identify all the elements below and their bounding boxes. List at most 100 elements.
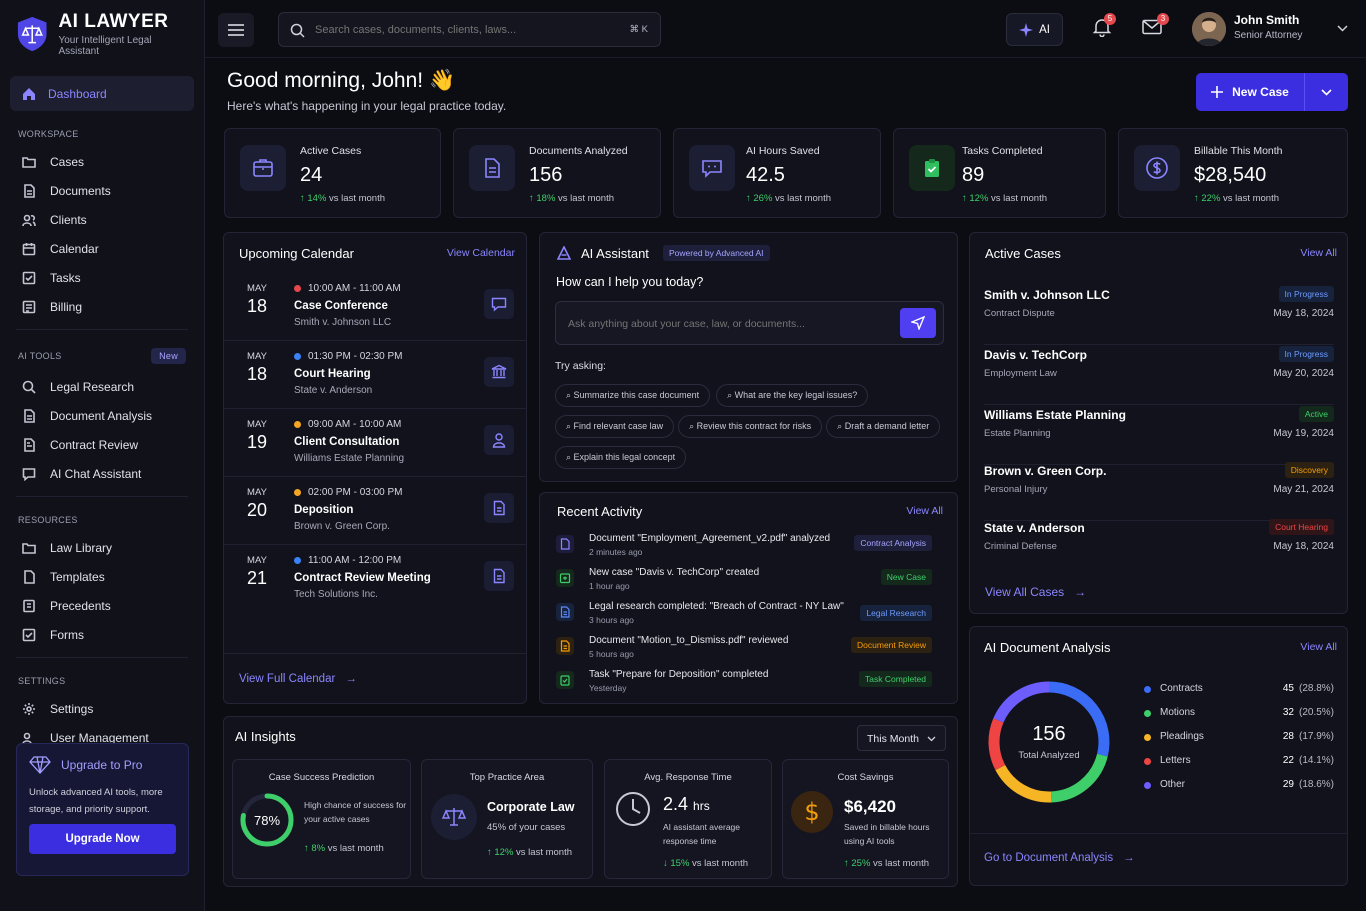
document-icon[interactable] bbox=[484, 561, 514, 591]
period-select-value: This Month bbox=[867, 733, 919, 745]
calendar-event[interactable]: MAY 18 01:30 PM - 02:30 PM Court Hearing St… bbox=[224, 341, 526, 409]
nav-forms[interactable]: Forms bbox=[10, 620, 194, 649]
avatar bbox=[1192, 12, 1226, 46]
stat-card-ai-hours[interactable]: AI Hours Saved 42.5 ↑ 26% vs last month bbox=[673, 128, 881, 218]
person-icon[interactable] bbox=[484, 425, 514, 455]
activity-view-all-link[interactable]: View All bbox=[906, 505, 943, 517]
nav-label: Documents bbox=[50, 183, 111, 198]
nav-user-management[interactable]: User Management bbox=[10, 723, 194, 752]
activity-item[interactable]: Legal research completed: "Breach of Con… bbox=[556, 599, 942, 633]
delta-suffix: vs last month bbox=[775, 193, 832, 204]
stat-card-billable[interactable]: Billable This Month $28,540 ↑ 22% vs las… bbox=[1118, 128, 1348, 218]
calendar-footer-divider bbox=[224, 653, 526, 654]
calendar-event[interactable]: MAY 18 10:00 AM - 11:00 AM Case Conference… bbox=[224, 273, 526, 341]
suggestion-chip[interactable]: ⌕ Review this contract for risks bbox=[678, 415, 823, 438]
nav-billing[interactable]: Billing bbox=[10, 292, 194, 321]
send-button[interactable] bbox=[900, 308, 936, 338]
activity-item[interactable]: Task "Prepare for Deposition" completed Y… bbox=[556, 667, 942, 701]
case-item[interactable]: Smith v. Johnson LLC Contract Dispute In P… bbox=[984, 286, 1334, 345]
delta-value: 12% bbox=[494, 847, 514, 858]
up-arrow-icon: ↑ bbox=[304, 843, 312, 854]
menu-button[interactable] bbox=[218, 13, 254, 47]
activity-item[interactable]: New case "Davis v. TechCorp" created 1 ho… bbox=[556, 565, 942, 599]
doc-view-all-link[interactable]: View All bbox=[1300, 641, 1337, 653]
nav-calendar[interactable]: Calendar bbox=[10, 234, 194, 263]
insight-delta: ↑ 25% vs last month bbox=[844, 858, 929, 869]
nav-contract-review[interactable]: Contract Review bbox=[10, 430, 194, 459]
delta-suffix: vs last month bbox=[991, 193, 1048, 204]
messages-button[interactable]: 3 bbox=[1142, 13, 1169, 39]
dollar-icon: $ bbox=[791, 791, 833, 833]
go-to-document-analysis-link[interactable]: Go to Document Analysis → bbox=[984, 852, 1135, 864]
search-bar[interactable]: ⌘ K bbox=[278, 12, 661, 47]
suggestion-chip[interactable]: ⌕ Explain this legal concept bbox=[555, 446, 687, 469]
case-item[interactable]: Brown v. Green Corp. Personal Injury Disco… bbox=[984, 462, 1334, 521]
case-item[interactable]: Davis v. TechCorp Employment Law In Progre… bbox=[984, 346, 1334, 405]
donut-total: 156 bbox=[1032, 723, 1066, 745]
stat-card-active-cases[interactable]: Active Cases 24 ↑ 14% vs last month bbox=[224, 128, 441, 218]
calendar-event[interactable]: MAY 21 11:00 AM - 12:00 PM Contract Review… bbox=[224, 545, 526, 613]
new-case-dropdown[interactable] bbox=[1304, 73, 1348, 111]
nav-precedents[interactable]: Precedents bbox=[10, 591, 194, 620]
brand[interactable]: AI LAWYER Your Intelligent Legal Assistan… bbox=[10, 11, 194, 57]
user-menu[interactable]: John Smith Senior Attorney bbox=[1192, 11, 1352, 47]
nav-label: Calendar bbox=[50, 241, 99, 256]
case-item[interactable]: State v. Anderson Criminal Defense Court H… bbox=[984, 519, 1334, 578]
legend-item: Other 29 (18.6%) bbox=[1144, 779, 1334, 795]
nav-cases[interactable]: Cases bbox=[10, 147, 194, 176]
assistant-input-box[interactable] bbox=[555, 301, 944, 345]
upgrade-now-button[interactable]: Upgrade Now bbox=[29, 824, 176, 854]
legend-dot bbox=[1144, 686, 1151, 693]
stat-card-documents[interactable]: Documents Analyzed 156 ↑ 18% vs last mon… bbox=[453, 128, 661, 218]
activity-item[interactable]: Document "Motion_to_Dismiss.pdf" reviewe… bbox=[556, 633, 942, 667]
notifications-button[interactable]: 5 bbox=[1092, 13, 1116, 41]
insight-success-prediction[interactable]: Case Success Prediction 78% High chance … bbox=[232, 759, 411, 879]
case-item[interactable]: Williams Estate Planning Estate Planning A… bbox=[984, 406, 1334, 465]
document-analysis-card: AI Document Analysis View All 156 Total … bbox=[969, 626, 1348, 886]
case-type: Criminal Defense bbox=[984, 541, 1057, 552]
chip-label: What are the key legal issues? bbox=[734, 390, 858, 400]
legend-dot bbox=[1144, 782, 1151, 789]
nav-settings[interactable]: Settings bbox=[10, 694, 194, 723]
search-icon: ⌕ bbox=[566, 421, 574, 431]
suggestion-chips: ⌕ Summarize this case document ⌕ What are… bbox=[555, 384, 955, 477]
activity-item[interactable]: Document "Employment_Agreement_v2.pdf" a… bbox=[556, 531, 942, 565]
ai-button[interactable]: AI bbox=[1006, 13, 1063, 46]
legend-count: 29 bbox=[1282, 779, 1294, 790]
assistant-input[interactable] bbox=[568, 315, 888, 333]
document-icon[interactable] bbox=[484, 493, 514, 523]
period-select[interactable]: This Month bbox=[857, 725, 946, 751]
suggestion-chip[interactable]: ⌕ Summarize this case document bbox=[555, 384, 711, 407]
divider bbox=[16, 496, 188, 497]
insight-top-practice[interactable]: Top Practice Area Corporate Law 45% of y… bbox=[421, 759, 593, 879]
view-calendar-link[interactable]: View Calendar bbox=[446, 247, 515, 259]
event-date: MAY 18 bbox=[242, 283, 272, 317]
nav-ai-chat[interactable]: AI Chat Assistant bbox=[10, 459, 194, 488]
stat-label: AI Hours Saved bbox=[746, 145, 820, 157]
nav-templates[interactable]: Templates bbox=[10, 562, 194, 591]
insight-response-time[interactable]: Avg. Response Time 2.4 hrs AI assistant … bbox=[604, 759, 772, 879]
calendar-event[interactable]: MAY 20 02:00 PM - 03:00 PM Deposition Brown… bbox=[224, 477, 526, 545]
view-all-cases-link[interactable]: View All Cases → bbox=[985, 585, 1086, 599]
new-case-button[interactable]: New Case bbox=[1196, 73, 1304, 111]
courthouse-icon[interactable] bbox=[484, 357, 514, 387]
view-full-calendar-link[interactable]: View Full Calendar → bbox=[239, 673, 357, 685]
nav-tasks[interactable]: Tasks bbox=[10, 263, 194, 292]
suggestion-chip[interactable]: ⌕ Find relevant case law bbox=[555, 415, 675, 438]
search-icon: ⌕ bbox=[689, 421, 697, 431]
search-input[interactable] bbox=[315, 21, 605, 39]
nav-documents[interactable]: Documents bbox=[10, 176, 194, 205]
calendar-event[interactable]: MAY 19 09:00 AM - 10:00 AM Client Consulta… bbox=[224, 409, 526, 477]
chat-icon[interactable] bbox=[484, 289, 514, 319]
nav-legal-research[interactable]: Legal Research bbox=[10, 372, 194, 401]
case-name: Brown v. Green Corp. bbox=[984, 464, 1107, 478]
nav-document-analysis[interactable]: Document Analysis bbox=[10, 401, 194, 430]
cases-view-all-link[interactable]: View All bbox=[1300, 247, 1337, 259]
suggestion-chip[interactable]: ⌕ What are the key legal issues? bbox=[716, 384, 869, 407]
nav-dashboard[interactable]: Dashboard bbox=[10, 76, 194, 111]
stat-card-tasks[interactable]: Tasks Completed 89 ↑ 12% vs last month bbox=[893, 128, 1106, 218]
insight-cost-savings[interactable]: Cost Savings $ $6,420 Saved in billable … bbox=[782, 759, 949, 879]
nav-clients[interactable]: Clients bbox=[10, 205, 194, 234]
nav-law-library[interactable]: Law Library bbox=[10, 533, 194, 562]
suggestion-chip[interactable]: ⌕ Draft a demand letter bbox=[826, 415, 941, 438]
